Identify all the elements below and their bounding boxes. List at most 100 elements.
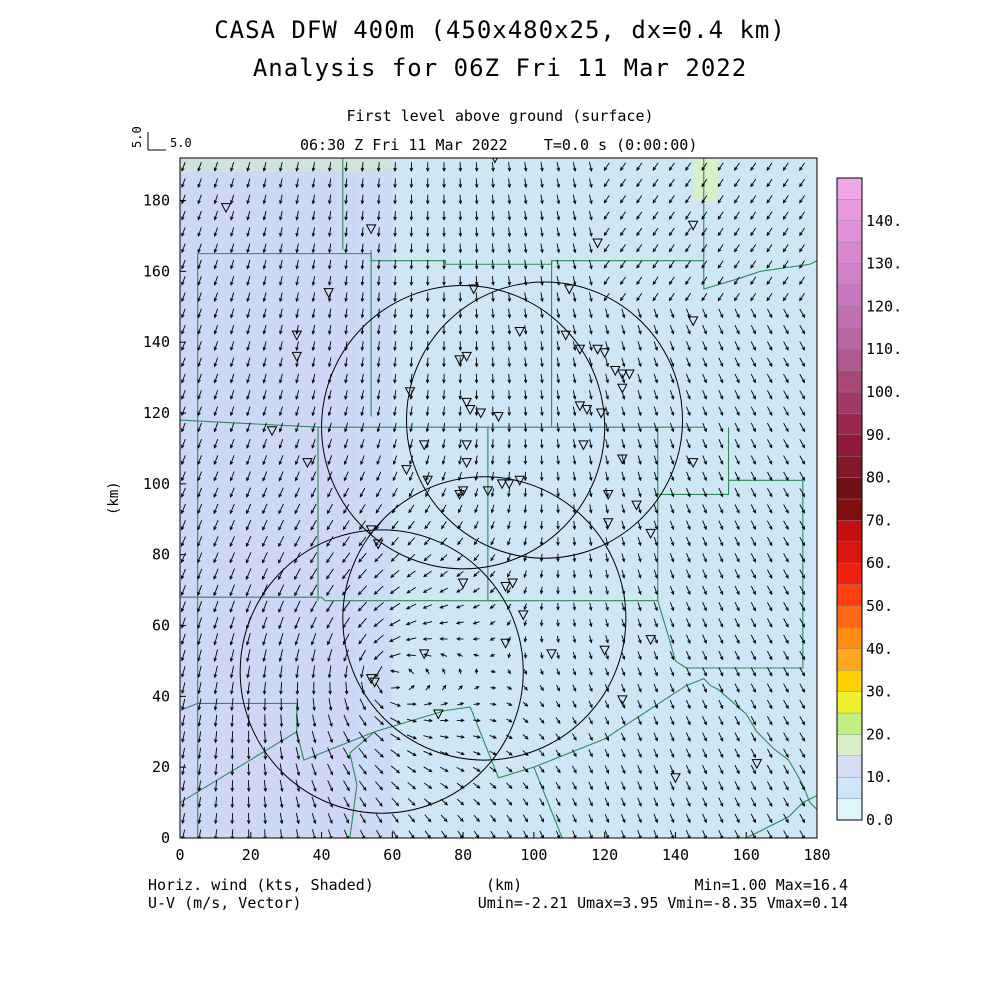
wind-vector (246, 178, 251, 189)
wind-vector-shaft (653, 357, 658, 367)
wind-vector-head (328, 265, 332, 270)
wind-vector-shaft (328, 308, 332, 318)
wind-vector-head (312, 723, 317, 728)
wind-vector-shaft (540, 292, 543, 302)
wind-vector (376, 455, 381, 466)
wind-vector-head (310, 526, 314, 531)
wind-vector-head (409, 281, 414, 286)
wind-vector-head (588, 574, 593, 579)
wind-vector (439, 604, 449, 609)
wind-vector (556, 373, 561, 384)
wind-vector (230, 780, 235, 792)
wind-vector-head (425, 379, 430, 384)
wind-vector-shaft (669, 211, 675, 220)
wind-vector-head (442, 347, 446, 352)
wind-vector-shaft (246, 633, 251, 645)
wind-vector (278, 503, 284, 515)
wind-vector (523, 830, 528, 838)
wind-vector-head (197, 690, 201, 695)
wind-vector-head (263, 787, 268, 793)
wind-vector-head (181, 281, 185, 286)
wind-vector-head (329, 819, 333, 825)
wind-vector-head (424, 509, 429, 514)
wind-vector (669, 390, 675, 400)
wind-vector (621, 618, 626, 628)
wind-vector-head (181, 395, 185, 400)
wind-vector (342, 520, 350, 531)
wind-vector-shaft (390, 701, 401, 707)
wind-vector-head (311, 330, 316, 335)
wind-vector-head (605, 623, 609, 628)
wind-vector (295, 243, 299, 254)
wind-vector-head (474, 428, 479, 433)
wind-vector-shaft (214, 210, 218, 220)
wind-vector-shaft (230, 438, 235, 449)
wind-vector (229, 471, 235, 482)
wind-vector-head (230, 363, 234, 368)
wind-vector (605, 357, 609, 368)
wind-vector (311, 665, 316, 679)
wind-vector (507, 162, 512, 172)
county-line (349, 731, 375, 838)
wind-vector-shaft (181, 536, 186, 547)
wind-vector-shaft (524, 308, 527, 318)
wind-vector-shaft (426, 455, 430, 465)
wind-vector-shaft (407, 766, 416, 773)
wind-vector-head (507, 232, 512, 238)
wind-vector-shaft (345, 178, 348, 188)
wind-vector (506, 718, 513, 723)
wind-vector-shaft (230, 406, 235, 416)
wind-vector-shaft (669, 830, 674, 838)
wind-vector-head (278, 625, 282, 630)
wind-vector (556, 668, 560, 676)
wind-vector-head (422, 637, 427, 641)
wind-vector (636, 244, 643, 253)
wind-vector (506, 734, 513, 739)
wind-vector-head (589, 200, 593, 205)
wind-vector-head (476, 818, 480, 823)
wind-vector-head (409, 249, 414, 254)
wind-vector-head (295, 444, 299, 449)
wind-vector-head (523, 573, 527, 579)
wind-vector (439, 570, 448, 577)
wind-vector (246, 210, 251, 221)
wind-vector (620, 276, 626, 286)
wind-vector (295, 665, 299, 679)
wind-vector-head (360, 281, 365, 286)
wind-vector (197, 536, 203, 547)
wind-vector-shaft (373, 618, 384, 627)
wind-vector (197, 601, 203, 613)
wind-vector-head (426, 684, 431, 689)
wind-vector-head (390, 557, 395, 562)
wind-vector-shaft (342, 747, 350, 759)
wind-vector (491, 162, 495, 172)
wind-vector-head (508, 702, 513, 706)
wind-vector (458, 341, 463, 352)
wind-vector-shaft (556, 259, 560, 269)
wind-vector-head (295, 395, 299, 400)
wind-vector (390, 717, 401, 724)
wind-vector (295, 259, 299, 270)
wind-vector (522, 814, 529, 823)
wind-vector (458, 422, 462, 433)
wind-vector (425, 406, 430, 417)
wind-vector (358, 747, 367, 759)
wind-vector-shaft (391, 781, 400, 790)
wind-vector (197, 747, 202, 760)
wind-vector-shaft (263, 210, 267, 220)
wind-vector-shaft (459, 439, 462, 448)
wind-vector-head (393, 281, 397, 286)
wind-vector-shaft (637, 406, 642, 416)
wind-vector (389, 636, 401, 642)
wind-vector-shaft (213, 536, 219, 547)
wind-vector-head (638, 639, 642, 644)
wind-vector-head (246, 249, 250, 254)
wind-vector (389, 602, 401, 611)
wind-vector (278, 665, 283, 679)
wind-vector (311, 438, 316, 449)
wind-vector-shaft (311, 649, 316, 662)
wind-vector (572, 308, 577, 319)
wind-vector-head (588, 606, 593, 612)
wind-vector (245, 552, 252, 564)
wind-vector-head (670, 428, 675, 433)
